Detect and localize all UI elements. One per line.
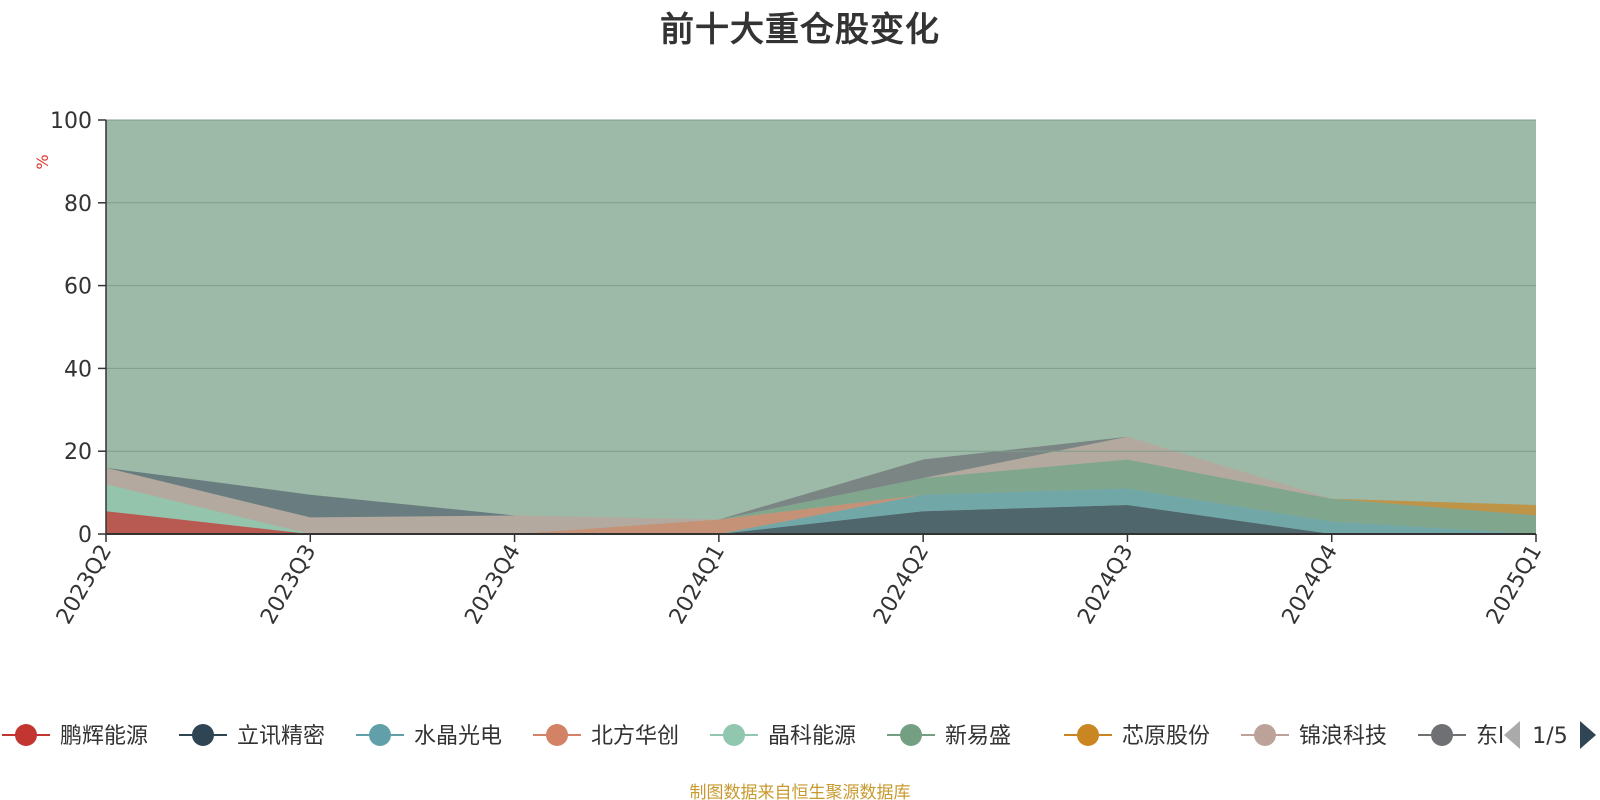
plot-area-fill [106, 120, 1536, 534]
legend-item[interactable]: 立讯精密 [179, 724, 325, 749]
legend-label: 水晶光电 [414, 724, 502, 749]
legend-label: 锦浪科技 [1299, 724, 1387, 749]
y-tick-label: 100 [50, 109, 92, 134]
y-tick-label: 0 [78, 523, 92, 548]
data-source-note: 制图数据来自恒生聚源数据库 [689, 783, 911, 800]
legend-item[interactable]: 东l [1418, 724, 1504, 749]
x-tick-label: 2023Q2 [52, 541, 117, 629]
legend-label: 芯原股份 [1122, 724, 1210, 749]
area-水晶光电 [106, 488, 1536, 534]
legend-marker [192, 724, 214, 746]
legend-item[interactable]: 北方华创 [533, 724, 679, 749]
legend-label: 北方华创 [591, 724, 679, 749]
legend-marker [1077, 724, 1099, 746]
legend-page-indicator: 1/5 [1532, 724, 1567, 749]
legend-label: 晶科能源 [768, 724, 856, 749]
legend-marker [1254, 724, 1276, 746]
legend-marker [15, 724, 37, 746]
legend-label: 新易盛 [945, 724, 1011, 749]
area-北方华创 [106, 488, 1536, 534]
legend[interactable]: 鹏辉能源 立讯精密 水晶光电 北方华创 晶科能源 新易盛 芯原股份 锦浪科技 东l 1/5 [2, 721, 1596, 749]
area-新易盛 [106, 459, 1536, 534]
legend-marker [900, 724, 922, 746]
legend-marker [1431, 724, 1453, 746]
x-tick-label: 2024Q2 [869, 541, 934, 629]
y-tick-label: 40 [64, 357, 92, 382]
legend-item[interactable]: 芯原股份 [1064, 724, 1210, 749]
legend-prev-page-icon[interactable] [1504, 721, 1520, 749]
area-锦浪科技 [106, 436, 1536, 534]
legend-label: 立讯精密 [237, 724, 325, 749]
x-tick-label: 2024Q1 [665, 541, 730, 629]
legend-marker [369, 724, 391, 746]
legend-item[interactable]: 水晶光电 [356, 724, 502, 749]
plot-background [106, 120, 1536, 534]
y-axis-label: % [33, 154, 52, 169]
area-鹏辉能源 [106, 511, 1536, 534]
x-tick-label: 2024Q3 [1073, 541, 1138, 629]
x-tick-label: 2023Q4 [460, 541, 525, 629]
area-立讯精密 [106, 505, 1536, 534]
y-tick-label: 80 [64, 192, 92, 217]
legend-item[interactable]: 鹏辉能源 [2, 724, 148, 749]
legend-label: 鹏辉能源 [60, 724, 148, 749]
x-tick-label: 2024Q4 [1278, 541, 1343, 629]
legend-item[interactable]: 锦浪科技 [1241, 724, 1387, 749]
legend-label: 东l [1476, 724, 1504, 749]
legend-marker [723, 724, 745, 746]
legend-item[interactable]: 新易盛 [887, 724, 1011, 749]
chart-title: 前十大重仓股变化 [660, 10, 940, 50]
y-tick-label: 20 [64, 440, 92, 465]
x-tick-label: 2023Q3 [256, 541, 321, 629]
x-tick-label: 2025Q1 [1482, 541, 1547, 629]
y-tick-label: 60 [64, 275, 92, 300]
legend-marker [546, 724, 568, 746]
legend-next-page-icon[interactable] [1580, 721, 1596, 749]
area-layers [106, 436, 1536, 534]
gridlines [106, 119, 1536, 452]
legend-item[interactable]: 晶科能源 [710, 724, 856, 749]
